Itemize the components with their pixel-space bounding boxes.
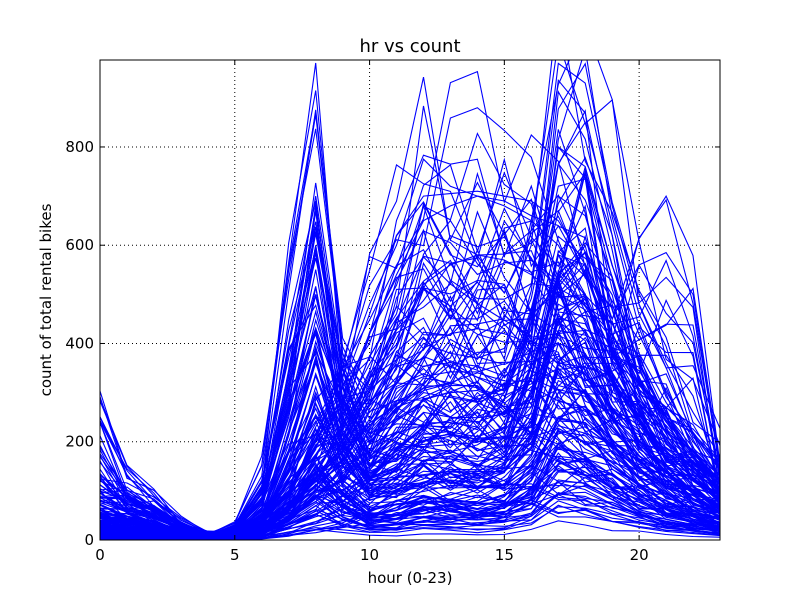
- x-tick-label: 5: [230, 546, 240, 564]
- y-axis-title: count of total rental bikes: [37, 203, 55, 396]
- series-line-11-variant: [100, 109, 720, 537]
- series-line-11-variant: [100, 269, 720, 539]
- y-tick-label: 0: [84, 531, 94, 549]
- series-line-11-variant: [100, 479, 720, 540]
- chart-title: hr vs count: [359, 36, 460, 57]
- plot-frame: [99, 59, 721, 541]
- y-tick-label: 200: [65, 433, 94, 451]
- series-line-9-variant: [100, 201, 720, 537]
- y-tick-label: 800: [65, 138, 94, 156]
- y-tick-label: 400: [65, 334, 94, 352]
- x-axis-title: hour (0-23): [368, 569, 453, 587]
- series-lines: [100, 60, 720, 540]
- x-tick-label: 10: [360, 546, 379, 564]
- series-line-9-variant: [100, 207, 720, 536]
- series-line-9-variant: [100, 107, 720, 534]
- y-tick-label: 600: [65, 236, 94, 254]
- series-line-11-variant: [100, 388, 720, 540]
- x-tick-label: 0: [95, 546, 105, 564]
- series-line-9-variant: [100, 157, 720, 534]
- x-tick-label: 20: [630, 546, 649, 564]
- x-tick-label: 15: [495, 546, 514, 564]
